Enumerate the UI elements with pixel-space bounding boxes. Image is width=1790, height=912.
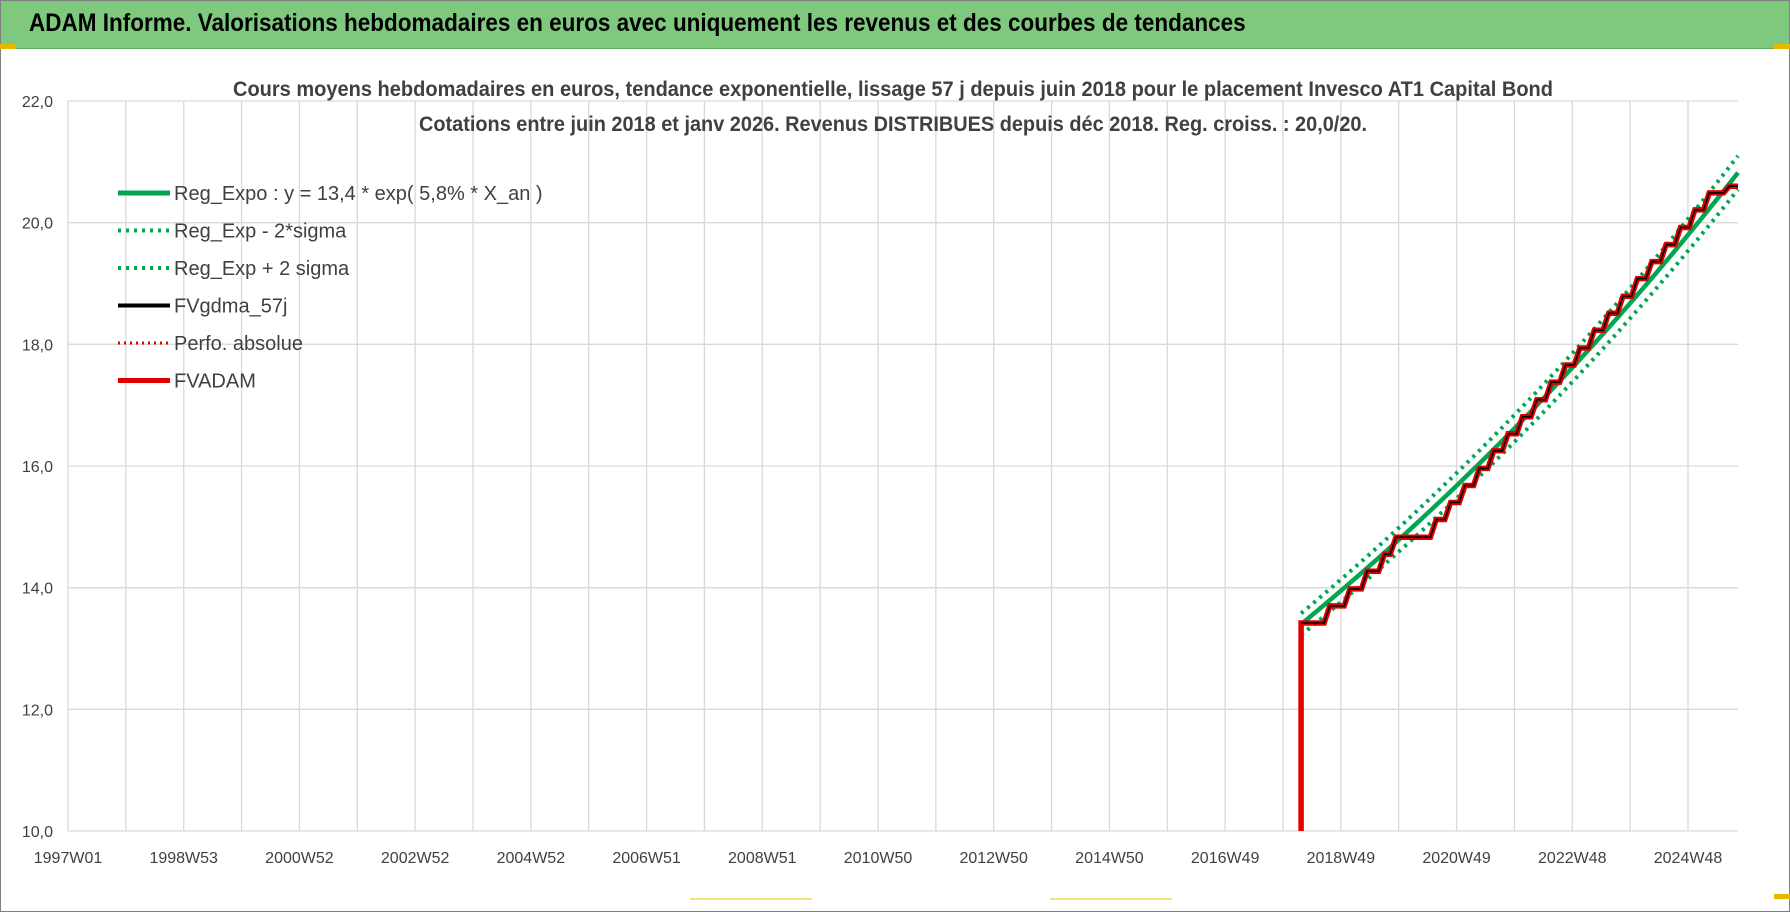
grid	[67, 100, 1738, 832]
series-fvadam	[1298, 183, 1738, 831]
corner-marker-left	[0, 44, 16, 49]
y-tick-label: 12,0	[22, 702, 53, 719]
series-fvgdma-57j	[1301, 185, 1738, 624]
report-banner: ADAM Informe. Valorisations hebdomadaire…	[1, 1, 1789, 49]
legend-label: Reg_Expo : y = 13,4 * exp( 5,8% * X_an )	[174, 183, 543, 205]
legend-label: FVADAM	[174, 371, 256, 393]
report-title: ADAM Informe. Valorisations hebdomadaire…	[29, 9, 1246, 37]
x-tick-label: 2016W49	[1191, 850, 1260, 867]
y-tick-label: 20,0	[22, 216, 53, 233]
legend-label: FVgdma_57j	[174, 296, 287, 318]
x-tick-label: 2024W48	[1654, 850, 1723, 867]
bottom-marker-1	[690, 898, 812, 900]
y-tick-label: 10,0	[22, 824, 53, 841]
x-axis-ticks: 1997W01 1998W53 2000W52 2002W52 2004W52 2006W…	[34, 850, 1723, 867]
chart-title: Cours moyens hebdomadaires en euros, ten…	[233, 78, 1553, 101]
series	[1298, 154, 1740, 831]
legend-label: Perfo. absolue	[174, 333, 303, 355]
x-tick-label: 1997W01	[34, 850, 103, 867]
corner-marker-right	[1774, 44, 1790, 49]
x-tick-label: 2006W51	[612, 850, 681, 867]
series-reg-exp-plus-2sigma	[1299, 154, 1740, 615]
x-tick-label: 1998W53	[149, 850, 218, 867]
chart-subtitle: Cotations entre juin 2018 et janv 2026. …	[419, 113, 1367, 136]
x-tick-label: 2012W50	[959, 850, 1028, 867]
y-tick-label: 22,0	[22, 94, 53, 111]
series-reg-expo	[1299, 171, 1740, 626]
bottom-marker-2	[1050, 898, 1172, 900]
x-tick-label: 2020W49	[1422, 850, 1491, 867]
legend-label: Reg_Exp + 2 sigma	[174, 258, 350, 280]
x-tick-label: 2008W51	[728, 850, 797, 867]
legend: Reg_Expo : y = 13,4 * exp( 5,8% * X_an )…	[118, 183, 543, 393]
x-tick-label: 2010W50	[844, 850, 913, 867]
x-tick-label: 2000W52	[265, 850, 334, 867]
y-tick-label: 16,0	[22, 459, 53, 476]
y-tick-label: 14,0	[22, 581, 53, 598]
y-tick-label: 18,0	[22, 337, 53, 354]
x-tick-label: 2014W50	[1075, 850, 1144, 867]
y-axis-ticks: 10,0 12,0 14,0 16,0 18,0 20,0 22,0	[22, 94, 53, 841]
x-tick-label: 2002W52	[381, 850, 450, 867]
x-tick-label: 2022W48	[1538, 850, 1607, 867]
corner-marker-bottom-right	[1774, 894, 1790, 899]
legend-label: Reg_Exp - 2*sigma	[174, 221, 347, 243]
x-tick-label: 2018W49	[1307, 850, 1376, 867]
x-tick-label: 2004W52	[497, 850, 566, 867]
